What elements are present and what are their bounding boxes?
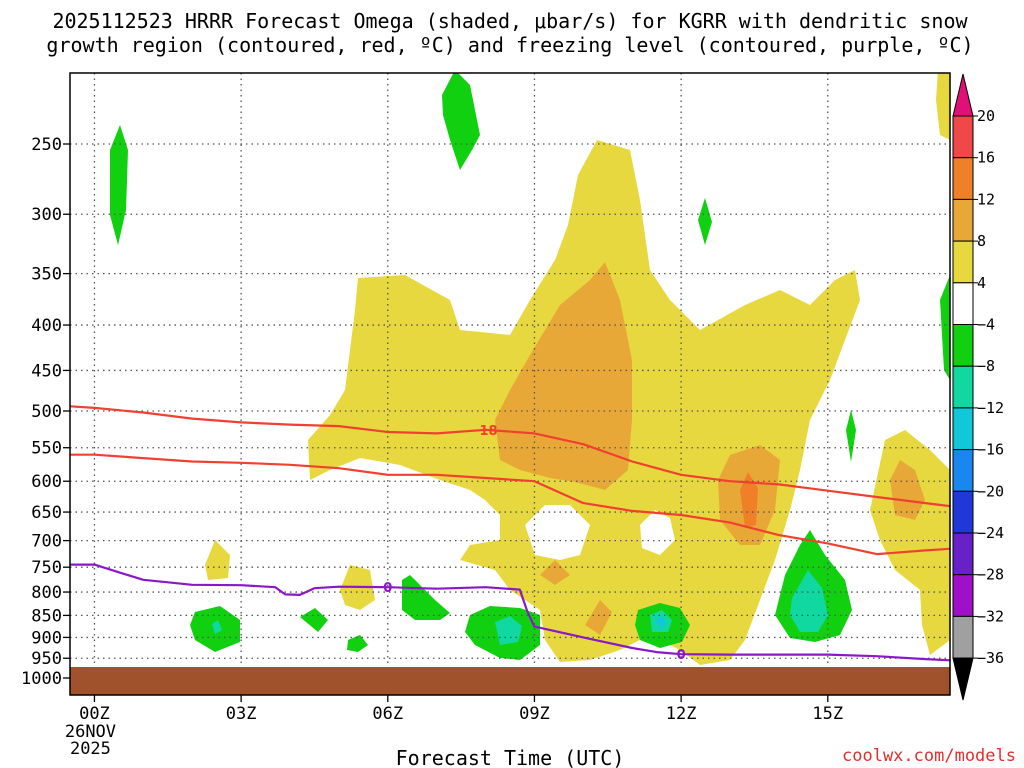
x-tick-label-09Z: 09Z (519, 704, 550, 724)
x-tick-label-12Z: 12Z (666, 704, 697, 724)
ascent-small-left (205, 540, 230, 580)
colorbar-label-2: 12 (977, 190, 995, 208)
y-tick-label-600: 600 (31, 472, 62, 492)
descent-00z-upper (110, 125, 128, 245)
descent-04z-small (300, 608, 328, 632)
freezing-level-contour (70, 563, 950, 662)
y-axis: 2503003504004505005506006507007508008509… (21, 135, 70, 689)
colorbar-bin-1 (952, 198, 974, 242)
ascent-core-17z (890, 460, 925, 520)
x-tick-year: 2025 (70, 739, 111, 759)
ground-surface (70, 667, 950, 695)
y-tick-label-650: 650 (31, 503, 62, 523)
y-tick-label-350: 350 (31, 265, 62, 285)
chart-title-line1: 2025112523 HRRR Forecast Omega (shaded, … (52, 9, 968, 33)
freezing-contour-label-1: 0 (677, 648, 686, 663)
y-tick-label-900: 900 (31, 628, 62, 648)
y-tick-label-500: 500 (31, 402, 62, 422)
descent-core-08z (495, 616, 522, 645)
neutral-hole-11z (640, 510, 675, 555)
colorbar-bin-0 (952, 157, 974, 200)
omega-ascent-12-16 (740, 472, 758, 528)
y-tick-label-750: 750 (31, 558, 62, 578)
omega-neutral-holes (415, 505, 675, 570)
colorbar-label-0: 20 (977, 107, 995, 125)
y-tick-label-550: 550 (31, 439, 62, 459)
descent-06z-cell (402, 575, 450, 620)
colorbar-label-6: −8 (977, 357, 995, 375)
descent-12z-small (698, 198, 712, 245)
colorbar-bin-5 (952, 365, 974, 409)
contour-lines: −18 0 0 (70, 405, 950, 663)
colorbar-label-1: 16 (977, 149, 995, 167)
colorbar-bin-6 (952, 407, 974, 451)
colorbar-label-9: −20 (977, 482, 1004, 500)
plot-frame (69, 72, 951, 696)
colorbar-bin-4 (952, 324, 974, 367)
freezing-contour-label-0: 0 (383, 581, 392, 596)
y-tick-label-250: 250 (31, 135, 62, 155)
descent-core-14z (790, 570, 828, 632)
credit-link[interactable]: coolwx.com/models (842, 746, 1016, 766)
ascent-core-10z-low (585, 600, 612, 635)
ascent-core-09z (540, 560, 570, 585)
colorbar-label-11: −28 (977, 566, 1004, 584)
omega-descent-12-16 (655, 616, 667, 628)
y-tick-label-700: 700 (31, 532, 62, 552)
y-tick-label-300: 300 (31, 205, 62, 225)
descent-15z-narrow (846, 410, 856, 462)
dendritic-upper-contour (70, 405, 950, 508)
dendritic-lower-contour (70, 453, 950, 556)
colorbar-bin-16-20 (952, 115, 974, 159)
y-tick-label-950: 950 (31, 649, 62, 669)
x-tick-label-03Z: 03Z (226, 704, 257, 724)
descent-07z-top (442, 73, 480, 170)
chart-title-line2: growth region (contoured, red, ºC) and f… (46, 33, 973, 57)
colorbar-label-13: −36 (977, 649, 1004, 667)
colorbar-label-7: −12 (977, 399, 1004, 417)
x-axis-label: Forecast Time (UTC) (396, 746, 625, 768)
colorbar-bin-9 (952, 532, 974, 576)
colorbar-bottom-extension (952, 657, 974, 701)
colorbar-label-10: −24 (977, 524, 1004, 542)
y-tick-label-400: 400 (31, 316, 62, 336)
ascent-right-region (870, 430, 950, 655)
colorbar-label-12: −32 (977, 607, 1004, 625)
neutral-hole-low-left (415, 540, 455, 570)
colorbar-label-8: −16 (977, 441, 1004, 459)
omega-shading (110, 73, 950, 665)
y-tick-label-800: 800 (31, 583, 62, 603)
x-tick-label-00Z: 00Z (79, 704, 110, 724)
colorbar-bin-2 (952, 240, 974, 284)
x-tick-date: 26NOV (65, 722, 116, 742)
descent-05z-small (347, 635, 368, 652)
y-tick-label-450: 450 (31, 361, 62, 381)
colorbar: 20 16 12 8 4 −4 −8 −12 −16 −20 −24 −28 −32 −36 (952, 73, 1004, 701)
plot-gridlines (70, 73, 950, 695)
colorbar-bin-8 (952, 490, 974, 534)
dendritic-contour-label: −18 (469, 424, 498, 439)
colorbar-bin-11 (952, 615, 974, 659)
x-tick-label-06Z: 06Z (372, 704, 403, 724)
colorbar-bin-7 (952, 449, 974, 492)
colorbar-bin-3 (952, 282, 974, 325)
x-tick-label-15Z: 15Z (812, 704, 843, 724)
colorbar-bin-10 (952, 574, 974, 617)
descent-max-11z (655, 616, 667, 628)
y-tick-label-1000: 1000 (21, 669, 62, 689)
descent-right-edge (940, 275, 950, 380)
colorbar-label-4: 4 (977, 274, 986, 292)
ascent-top-right (936, 73, 950, 140)
colorbar-label-3: 8 (977, 232, 986, 250)
y-tick-label-850: 850 (31, 606, 62, 626)
descent-core-02z (212, 620, 222, 634)
colorbar-label-5: −4 (977, 316, 995, 334)
ascent-max-13z (740, 472, 758, 528)
neutral-hole-08z (525, 505, 590, 560)
omega-descent-8-12 (212, 570, 828, 645)
colorbar-top-extension (952, 73, 974, 117)
